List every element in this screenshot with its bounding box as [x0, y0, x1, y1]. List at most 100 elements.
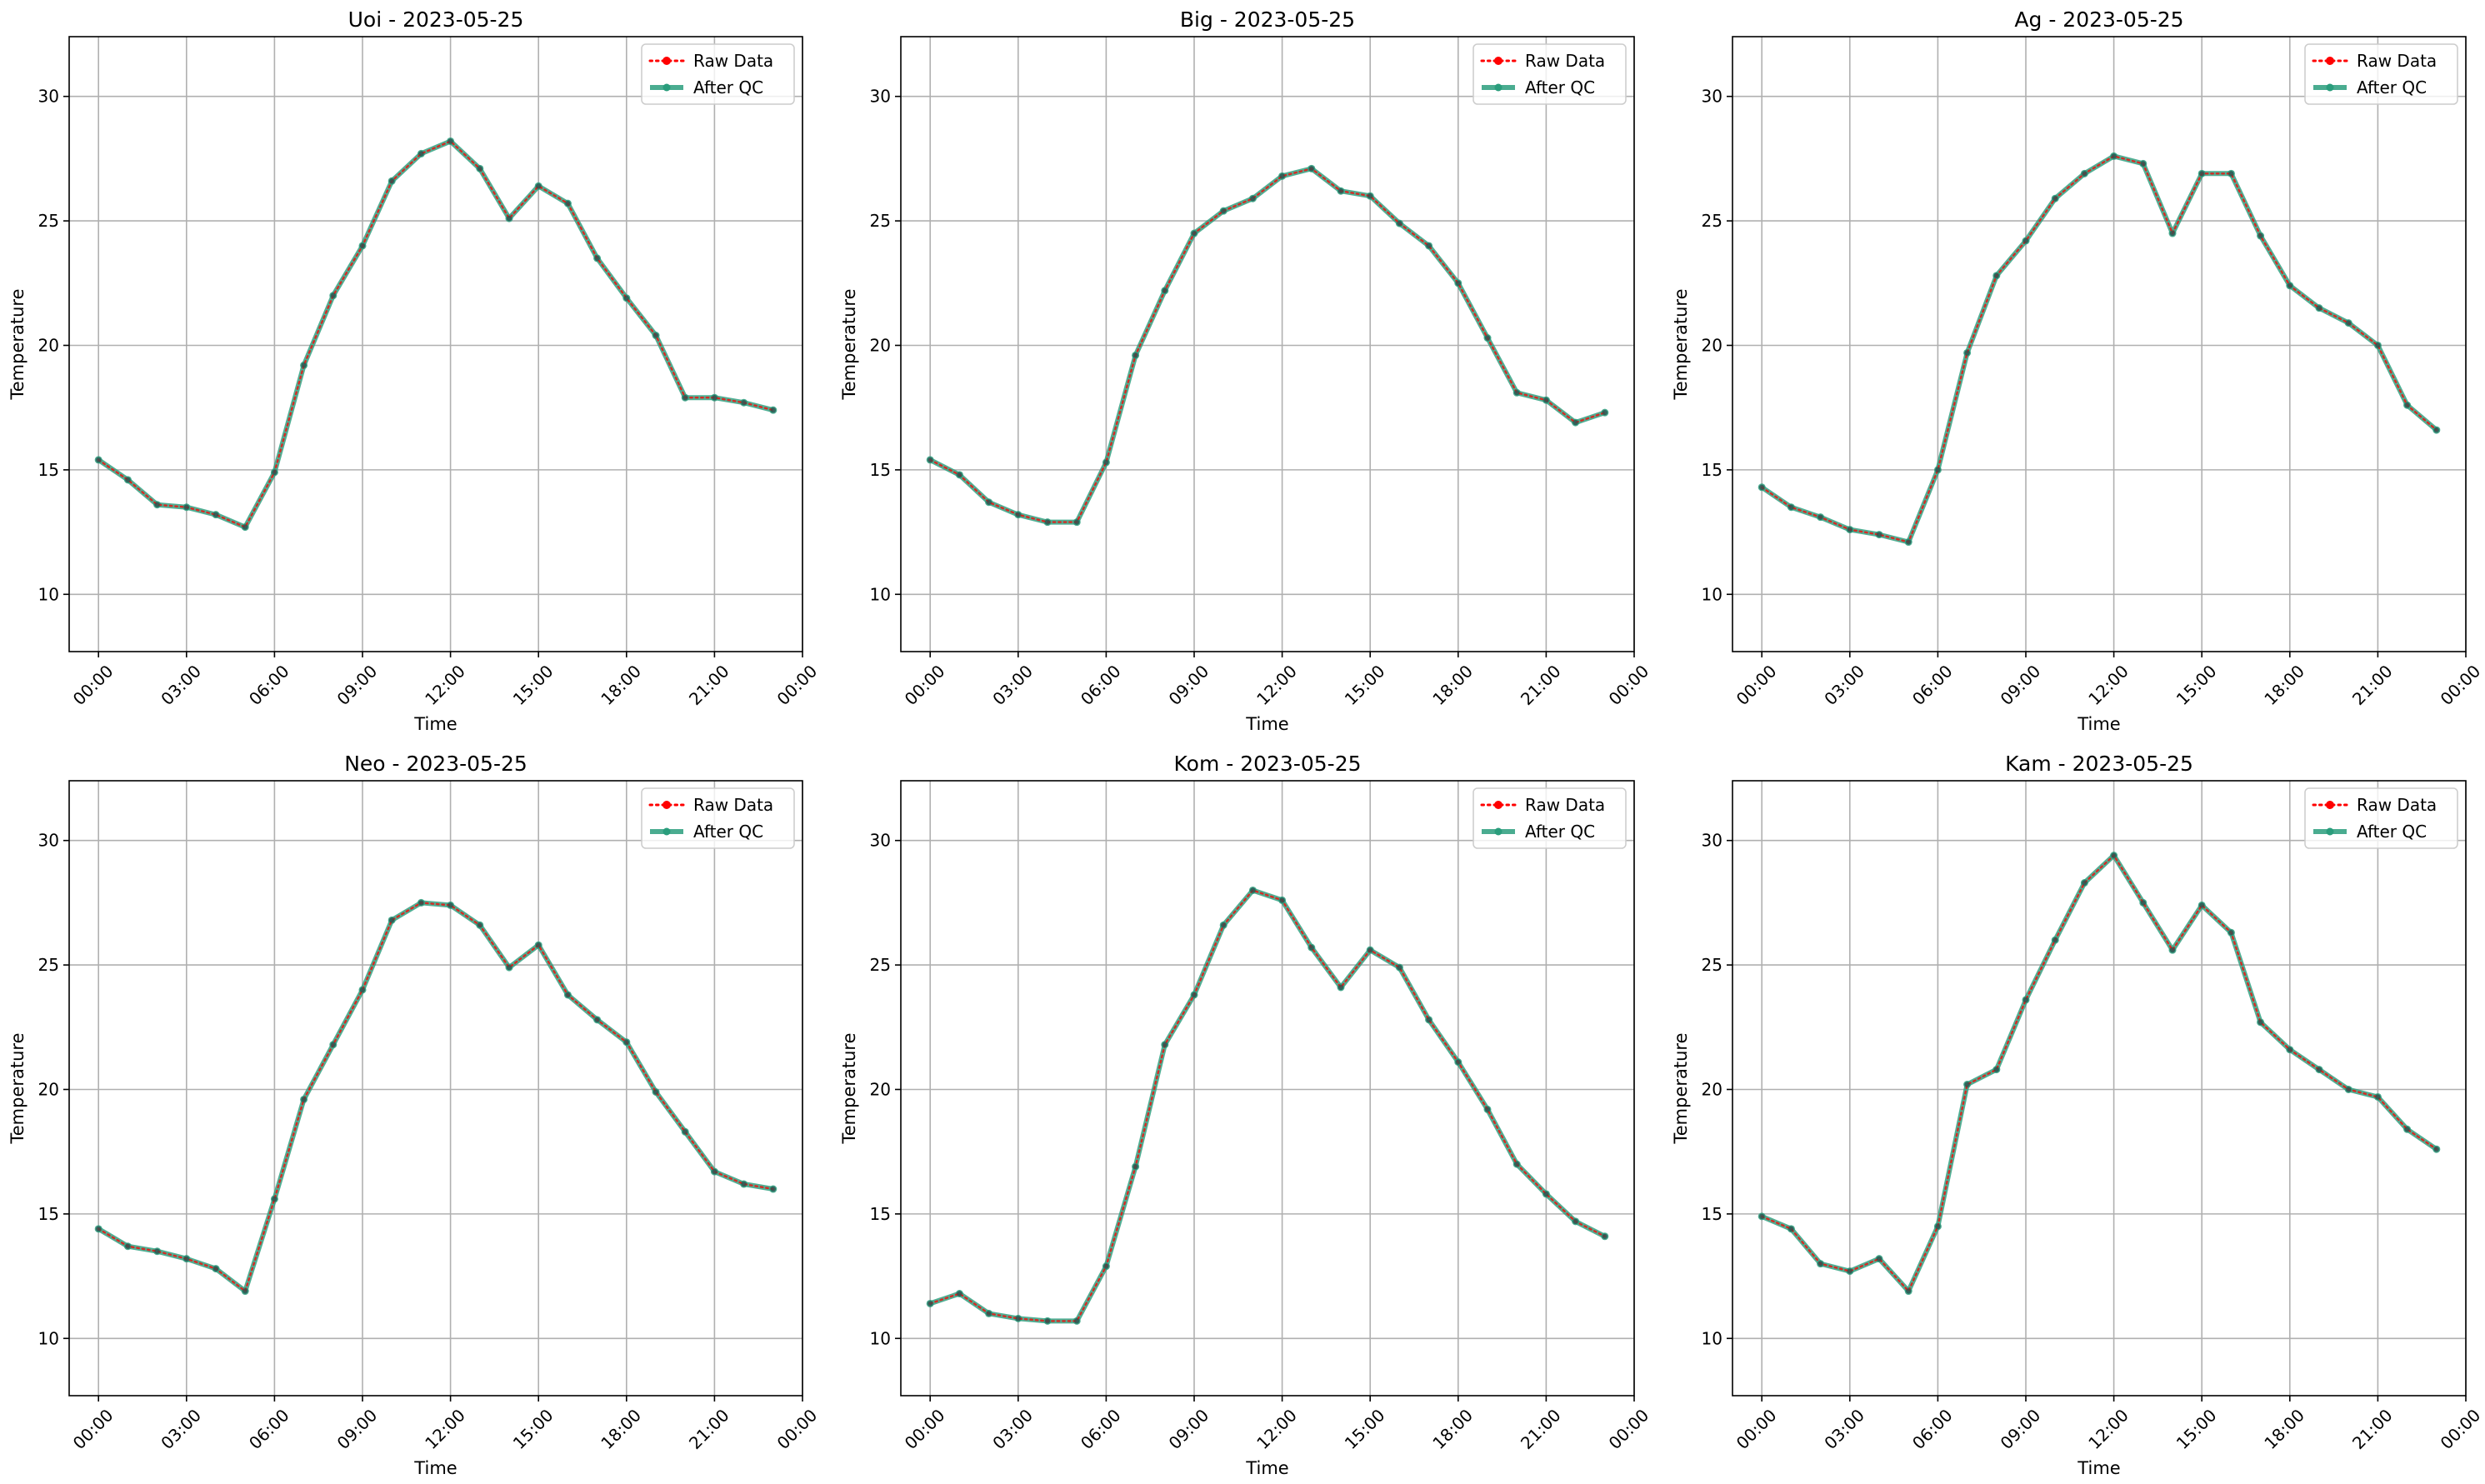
legend-label-after-qc: After QC — [2357, 822, 2427, 842]
data-point-raw-data — [1455, 1059, 1462, 1065]
data-point-raw-data — [2404, 1127, 2410, 1132]
data-point-raw-data — [1602, 409, 1608, 416]
data-point-raw-data — [1964, 350, 1970, 356]
axes-frame — [900, 36, 1635, 652]
legend-label-after-qc: After QC — [1525, 822, 1595, 842]
legend-marker-raw-data — [1494, 57, 1502, 65]
y-tick-label: 10 — [870, 1328, 891, 1348]
axes-frame — [1732, 36, 2467, 652]
data-point-raw-data — [418, 900, 424, 906]
data-point-raw-data — [1759, 484, 1765, 491]
data-point-raw-data — [1906, 539, 1912, 545]
data-point-raw-data — [477, 922, 482, 928]
data-point-raw-data — [125, 1243, 131, 1249]
data-point-raw-data — [2316, 305, 2322, 311]
data-point-raw-data — [2404, 402, 2410, 408]
data-point-raw-data — [986, 1311, 992, 1317]
data-point-raw-data — [1543, 1191, 1549, 1197]
data-point-raw-data — [272, 469, 278, 476]
data-point-raw-data — [96, 1226, 102, 1232]
x-axis-label: Time — [1245, 1458, 1288, 1478]
data-point-raw-data — [1338, 188, 1344, 194]
data-point-raw-data — [330, 1042, 336, 1047]
data-point-raw-data — [1162, 1042, 1168, 1047]
data-point-raw-data — [928, 1301, 933, 1307]
data-point-raw-data — [682, 1129, 688, 1135]
data-point-raw-data — [2140, 900, 2146, 906]
data-point-raw-data — [1103, 459, 1109, 466]
axes-frame — [1732, 780, 2467, 1397]
data-point-raw-data — [1847, 1268, 1852, 1274]
data-point-raw-data — [1426, 242, 1432, 249]
legend-label-raw-data: Raw Data — [1525, 51, 1605, 71]
legend-marker-raw-data — [662, 57, 671, 65]
legend-marker-after-qc — [662, 83, 671, 92]
data-point-raw-data — [272, 1196, 278, 1202]
legend-label-after-qc: After QC — [693, 822, 763, 842]
data-point-raw-data — [712, 1168, 718, 1175]
y-tick-label: 30 — [870, 87, 891, 107]
legend-marker-raw-data — [2326, 57, 2334, 65]
data-point-raw-data — [154, 1248, 160, 1254]
y-axis-label: Temperature — [8, 1032, 28, 1144]
y-tick-label: 20 — [38, 1079, 59, 1099]
y-axis-label: Temperature — [1671, 1032, 1691, 1144]
chart-title: Neo - 2023-05-25 — [344, 752, 528, 776]
y-axis-label: Temperature — [8, 288, 28, 400]
y-tick-label: 15 — [1702, 1204, 1722, 1224]
data-point-raw-data — [418, 151, 424, 157]
data-point-raw-data — [1132, 1163, 1138, 1170]
x-axis-label: Time — [413, 1458, 457, 1478]
x-axis-label: Time — [413, 714, 457, 734]
data-point-raw-data — [2287, 1047, 2292, 1052]
data-point-raw-data — [1397, 220, 1402, 227]
legend-label-raw-data: Raw Data — [2357, 795, 2437, 815]
data-point-raw-data — [770, 1186, 776, 1192]
series-line-raw-data — [1761, 155, 2438, 543]
y-axis-label: Temperature — [1671, 288, 1691, 400]
data-point-raw-data — [1191, 230, 1198, 237]
data-point-raw-data — [2287, 282, 2292, 288]
x-axis-label: Time — [1245, 714, 1288, 734]
legend-label-raw-data: Raw Data — [693, 51, 773, 71]
data-point-raw-data — [2052, 937, 2058, 943]
data-point-raw-data — [2375, 342, 2381, 348]
data-point-raw-data — [1308, 944, 1315, 951]
y-tick-label: 15 — [38, 460, 59, 480]
data-point-raw-data — [1935, 1223, 1941, 1230]
y-tick-label: 15 — [870, 1204, 891, 1224]
axes-frame — [68, 36, 803, 652]
y-tick-label: 30 — [1702, 831, 1722, 851]
data-point-raw-data — [1602, 1233, 1608, 1239]
data-point-raw-data — [1759, 1213, 1765, 1220]
data-point-raw-data — [2022, 997, 2029, 1003]
y-tick-label: 20 — [870, 1079, 891, 1099]
data-point-raw-data — [242, 1288, 248, 1294]
data-point-raw-data — [682, 395, 688, 401]
y-tick-label: 30 — [38, 87, 59, 107]
data-point-raw-data — [741, 400, 747, 406]
data-point-raw-data — [1074, 1318, 1080, 1324]
data-point-raw-data — [2316, 1067, 2322, 1072]
data-point-raw-data — [389, 178, 395, 184]
data-point-raw-data — [1818, 1261, 1823, 1267]
legend: Raw Data After QC — [1472, 43, 1627, 105]
data-point-raw-data — [2082, 880, 2088, 886]
data-point-raw-data — [1103, 1263, 1109, 1269]
y-tick-label: 10 — [1702, 1328, 1722, 1348]
data-point-raw-data — [565, 200, 571, 207]
y-tick-label: 25 — [1702, 955, 1722, 975]
data-point-raw-data — [1250, 196, 1256, 202]
legend: Raw Data After QC — [2304, 43, 2458, 105]
y-tick-label: 10 — [38, 1328, 59, 1348]
data-point-raw-data — [2346, 320, 2352, 326]
x-axis-label: Time — [2077, 714, 2120, 734]
axes-frame — [68, 780, 803, 1397]
data-point-raw-data — [928, 457, 933, 463]
y-tick-label: 10 — [1702, 584, 1722, 604]
data-point-raw-data — [448, 138, 453, 144]
chart-title: Uoi - 2023-05-25 — [348, 7, 524, 32]
data-point-raw-data — [1044, 1318, 1051, 1324]
y-tick-label: 10 — [870, 584, 891, 604]
axes-frame — [900, 780, 1635, 1397]
